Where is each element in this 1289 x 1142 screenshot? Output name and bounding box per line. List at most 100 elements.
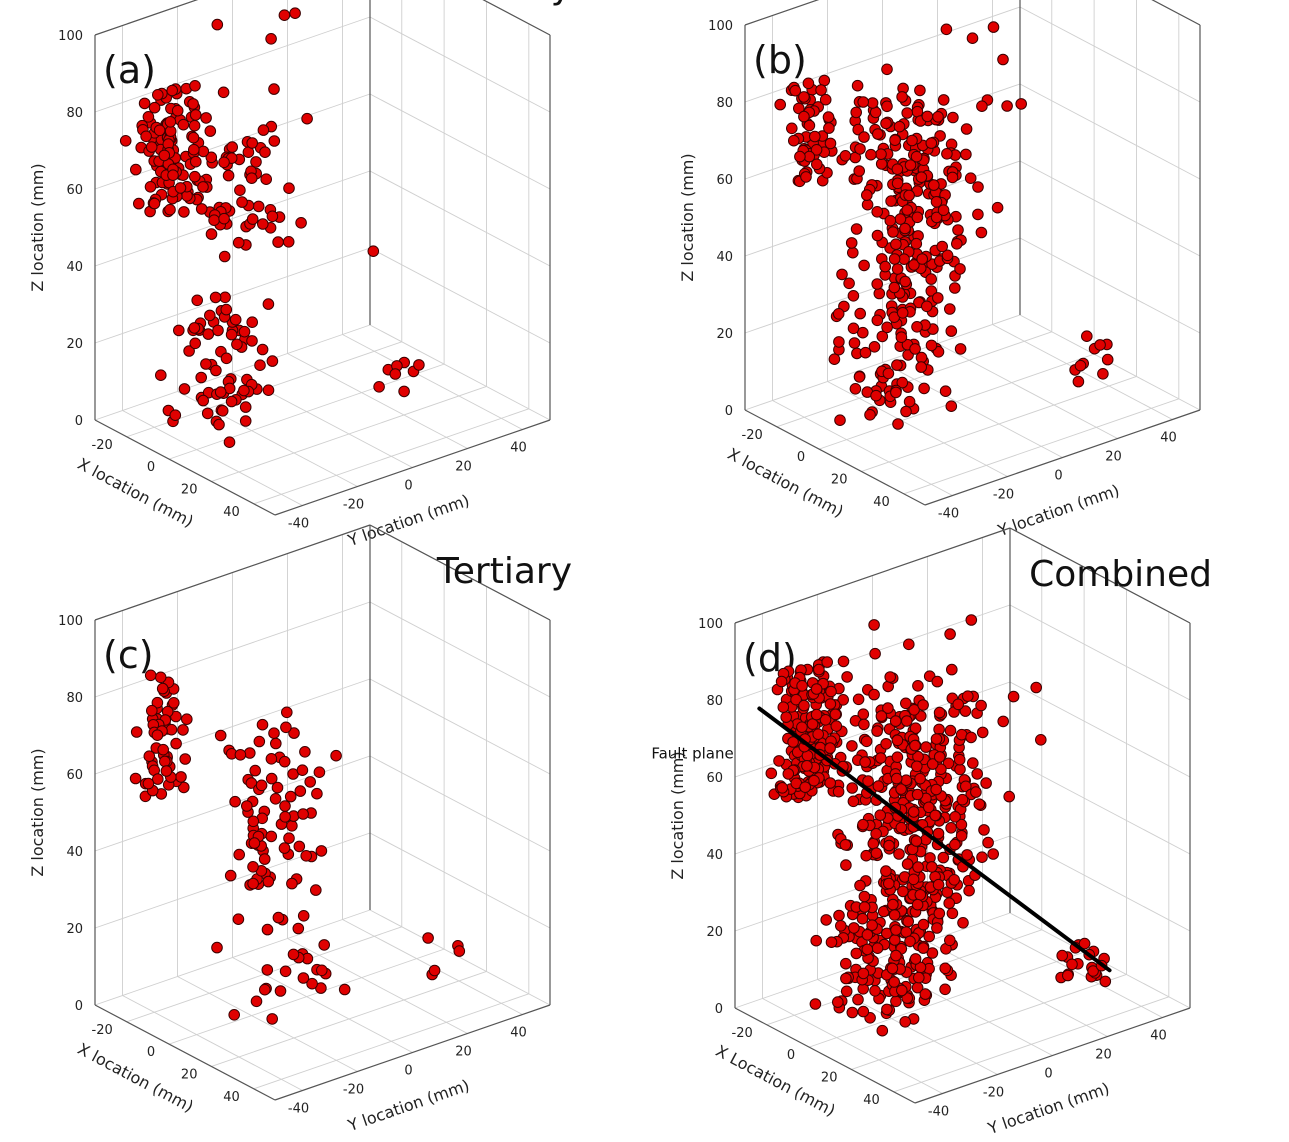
scatter-point [919,988,932,1000]
gridline-y [122,995,303,1091]
scatter-point [247,877,259,890]
scatter-point [262,298,275,310]
scatter-point [338,983,351,996]
scatter-point [954,263,966,275]
scatter-point [847,322,860,335]
scatter-point [944,303,956,315]
z-tick-label: 20 [716,327,733,342]
scatter-point [806,718,819,730]
scatter-point [313,766,326,779]
scatter-point [936,240,949,253]
gridline-z [369,832,551,929]
x-tick-label: 40 [863,1093,880,1108]
scatter-point [165,723,178,736]
scatter-point [789,84,802,97]
scatter-point [173,324,185,337]
scatter-point [189,337,201,350]
y-tick-label: -40 [288,1102,309,1117]
y-axis-line [914,1007,1191,1104]
scatter-point [921,300,933,313]
z-tick-label: 40 [66,845,83,860]
gridline-y [122,410,303,506]
gridline-y [177,976,358,1072]
scatter-point [896,984,908,997]
scatter-point [788,134,800,147]
scatter-point [189,109,202,121]
scatter-point [840,957,852,970]
scatter-point [931,675,944,688]
scatter-point [154,671,167,684]
grid-lines [94,524,551,1091]
scatter-point [187,131,200,144]
scatter-point [214,729,227,742]
gridline-x [168,948,445,1045]
scatter-point [833,336,845,348]
y-tick-label: 20 [1105,450,1122,465]
scatter-point [428,964,441,977]
gridline-z [369,678,551,775]
scatter-point [177,724,189,736]
z-tick-label: 40 [716,250,733,265]
scatter-point [909,722,922,735]
scatter-point [190,155,202,168]
scatter-point [971,768,984,780]
scatter-point [809,998,822,1010]
gridline-z [369,247,551,344]
panel-label: (c) [103,633,154,677]
scatter-point [1099,975,1112,988]
x-tick-label: 20 [831,472,848,487]
scatter-point [926,758,939,770]
scatter-point [857,967,870,980]
y-axis-line [274,419,551,516]
scatter-point [167,169,179,181]
scatter-point [976,851,988,864]
scatter-point [952,698,965,711]
gridline-y [287,938,468,1034]
x-tick-label: 40 [223,1090,240,1105]
scatter-point [179,753,191,765]
scatter-point [890,238,902,250]
scatter-point [875,158,888,170]
scatter-point [930,211,943,224]
scatter-point [872,780,885,792]
scatter-point [249,764,261,777]
scatter-point [900,697,912,710]
scatter-point [930,783,943,796]
scatter-point [225,395,238,408]
scatter-point [279,965,292,978]
scatter-point [151,729,164,742]
scatter-point [234,749,247,761]
scatter-point [880,865,892,877]
scatter-point [943,897,956,910]
scatter-point [330,749,342,762]
scatter-point [782,768,795,780]
scatter-point [847,246,859,259]
scatter-point [889,134,901,146]
scatter-point [906,134,918,147]
scatter-point [229,795,241,808]
gridline-y [927,941,1108,1037]
scatter-point [975,226,988,239]
y-tick-label: 0 [404,479,412,494]
scatter-point [885,195,897,207]
scatter-point [932,827,945,840]
scatter-point [822,111,835,123]
scatter-point [917,942,930,954]
scatter-point [204,125,217,137]
scatter-point [223,436,236,449]
scatter-point [976,100,988,112]
scatter-point [857,326,869,339]
scatter-point [297,808,309,820]
scatter-point [166,84,178,97]
scatter-point [171,104,184,117]
scatter-point [935,763,947,776]
scatter-point [839,150,852,162]
scatter-point [846,1006,859,1019]
scatter-point [912,680,924,692]
scatter-point [917,918,930,931]
scatter-point [960,148,972,161]
scatter-point [1066,958,1078,971]
scatter-point [952,224,964,236]
scatter-point [187,98,199,110]
scatter-point [850,947,863,960]
